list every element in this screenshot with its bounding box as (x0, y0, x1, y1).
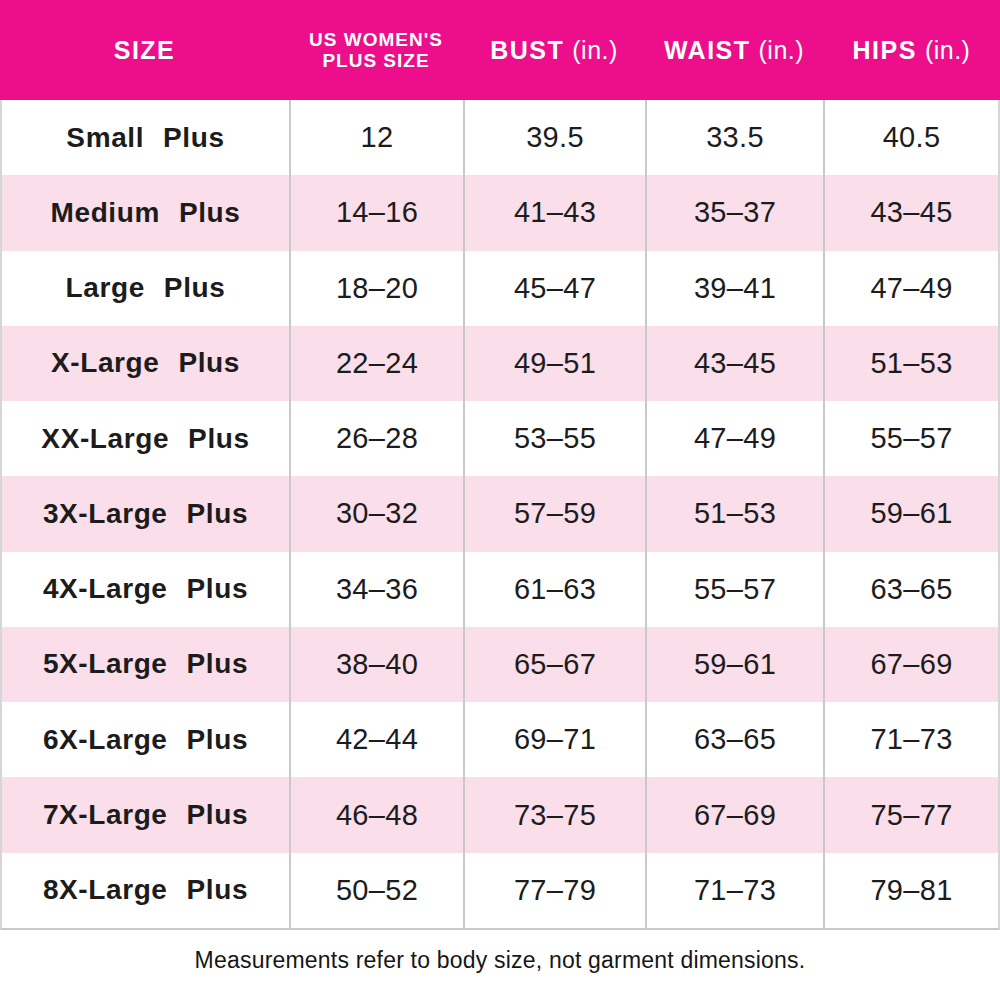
measurement-value: 51–53 (645, 476, 823, 551)
size-chart: SIZE US WOMEN'S PLUS SIZE BUST (in.) WAI… (0, 0, 1000, 974)
measurement-value: 40.5 (823, 100, 998, 175)
measurement-value: 39–41 (645, 251, 823, 326)
table-row: 8X-Large Plus50–5277–7971–7379–81 (2, 853, 998, 928)
header-us-plus-line2: PLUS SIZE (322, 50, 429, 71)
measurement-value: 33.5 (645, 100, 823, 175)
measurement-value: 39.5 (463, 100, 645, 175)
measurement-value: 18–20 (289, 251, 463, 326)
measurement-value: 43–45 (645, 326, 823, 401)
measurement-value: 45–47 (463, 251, 645, 326)
measurement-value: 75–77 (823, 777, 998, 852)
measurement-value: 22–24 (289, 326, 463, 401)
measurement-value: 47–49 (645, 401, 823, 476)
measurement-value: 67–69 (645, 777, 823, 852)
measurement-value: 43–45 (823, 175, 998, 250)
table-body: Small Plus1239.533.540.5Medium Plus14–16… (0, 100, 1000, 930)
measurement-value: 63–65 (823, 552, 998, 627)
measurement-value: 71–73 (823, 702, 998, 777)
measurement-value: 77–79 (463, 853, 645, 928)
measurement-value: 57–59 (463, 476, 645, 551)
size-label: Large Plus (2, 251, 289, 326)
measurement-value: 59–61 (645, 627, 823, 702)
measurement-value: 34–36 (289, 552, 463, 627)
measurement-value: 65–67 (463, 627, 645, 702)
measurement-value: 71–73 (645, 853, 823, 928)
table-row: Small Plus1239.533.540.5 (2, 100, 998, 175)
measurement-value: 59–61 (823, 476, 998, 551)
table-header: SIZE US WOMEN'S PLUS SIZE BUST (in.) WAI… (0, 0, 1000, 100)
header-us-plus-line1: US WOMEN'S (309, 29, 443, 50)
measurement-value: 41–43 (463, 175, 645, 250)
measurement-value: 69–71 (463, 702, 645, 777)
measurement-value: 47–49 (823, 251, 998, 326)
size-label: 4X-Large Plus (2, 552, 289, 627)
measurement-value: 79–81 (823, 853, 998, 928)
measurement-value: 42–44 (289, 702, 463, 777)
header-cell-waist: WAIST (in.) (645, 0, 823, 100)
size-label: 5X-Large Plus (2, 627, 289, 702)
header-waist-label: WAIST (664, 36, 751, 64)
header-cell-us-plus-size: US WOMEN'S PLUS SIZE (289, 0, 463, 100)
size-label: X-Large Plus (2, 326, 289, 401)
measurement-value: 55–57 (645, 552, 823, 627)
table-row: 4X-Large Plus34–3661–6355–5763–65 (2, 552, 998, 627)
size-label: Medium Plus (2, 175, 289, 250)
measurement-value: 53–55 (463, 401, 645, 476)
measurement-value: 61–63 (463, 552, 645, 627)
measurement-value: 38–40 (289, 627, 463, 702)
size-label: 7X-Large Plus (2, 777, 289, 852)
header-bust-unit: (in.) (572, 36, 618, 64)
size-label: 8X-Large Plus (2, 853, 289, 928)
measurement-value: 50–52 (289, 853, 463, 928)
size-label: 6X-Large Plus (2, 702, 289, 777)
header-hips-unit: (in.) (925, 36, 971, 64)
measurement-value: 12 (289, 100, 463, 175)
measurement-value: 67–69 (823, 627, 998, 702)
measurement-value: 51–53 (823, 326, 998, 401)
size-label: 3X-Large Plus (2, 476, 289, 551)
size-label: XX-Large Plus (2, 401, 289, 476)
table-row: 6X-Large Plus42–4469–7163–6571–73 (2, 702, 998, 777)
footnote: Measurements refer to body size, not gar… (0, 947, 1000, 974)
table-row: 7X-Large Plus46–4873–7567–6975–77 (2, 777, 998, 852)
table-row: 5X-Large Plus38–4065–6759–6167–69 (2, 627, 998, 702)
header-cell-size: SIZE (0, 0, 289, 100)
measurement-value: 26–28 (289, 401, 463, 476)
measurement-value: 30–32 (289, 476, 463, 551)
header-cell-bust: BUST (in.) (463, 0, 645, 100)
table-row: 3X-Large Plus30–3257–5951–5359–61 (2, 476, 998, 551)
table-row: Large Plus18–2045–4739–4147–49 (2, 251, 998, 326)
measurement-value: 14–16 (289, 175, 463, 250)
header-size-label: SIZE (114, 36, 176, 64)
header-cell-hips: HIPS (in.) (823, 0, 1000, 100)
table-row: XX-Large Plus26–2853–5547–4955–57 (2, 401, 998, 476)
header-hips-label: HIPS (853, 36, 917, 64)
table-row: X-Large Plus22–2449–5143–4551–53 (2, 326, 998, 401)
header-waist-unit: (in.) (759, 36, 805, 64)
measurement-value: 63–65 (645, 702, 823, 777)
measurement-value: 46–48 (289, 777, 463, 852)
size-label: Small Plus (2, 100, 289, 175)
table-row: Medium Plus14–1641–4335–3743–45 (2, 175, 998, 250)
measurement-value: 73–75 (463, 777, 645, 852)
measurement-value: 49–51 (463, 326, 645, 401)
measurement-value: 35–37 (645, 175, 823, 250)
measurement-value: 55–57 (823, 401, 998, 476)
header-bust-label: BUST (490, 36, 564, 64)
